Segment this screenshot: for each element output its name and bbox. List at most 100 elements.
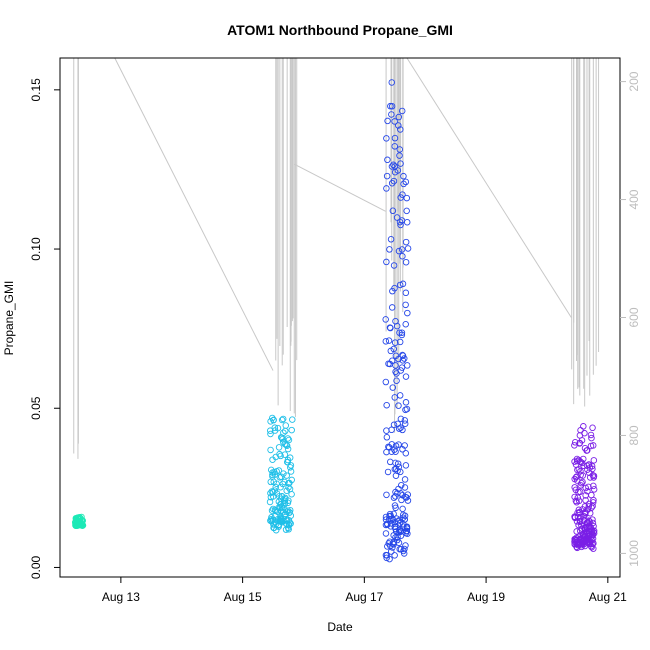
data-point bbox=[399, 280, 407, 288]
data-point bbox=[386, 515, 393, 523]
data-point bbox=[404, 530, 411, 537]
data-point bbox=[277, 452, 284, 460]
data-point bbox=[395, 113, 403, 121]
data-point bbox=[383, 448, 390, 456]
data-point bbox=[586, 464, 594, 471]
data-point bbox=[278, 493, 286, 500]
data-point bbox=[398, 217, 406, 224]
data-point bbox=[270, 416, 277, 424]
data-point bbox=[400, 520, 407, 528]
data-point bbox=[397, 126, 404, 133]
data-point bbox=[397, 481, 405, 489]
data-point bbox=[388, 103, 396, 110]
data-point bbox=[573, 528, 580, 535]
data-point bbox=[271, 487, 278, 494]
data-point bbox=[400, 523, 407, 530]
data-point bbox=[401, 516, 409, 523]
data-point bbox=[392, 493, 399, 500]
data-point bbox=[398, 364, 406, 371]
data-point bbox=[286, 485, 294, 493]
data-point bbox=[401, 420, 409, 428]
data-point bbox=[589, 516, 596, 523]
data-point bbox=[383, 135, 390, 142]
secondary-trace-segment bbox=[406, 57, 572, 318]
data-point bbox=[382, 316, 389, 323]
data-point bbox=[277, 484, 284, 491]
data-point bbox=[394, 167, 402, 174]
data-point bbox=[397, 490, 405, 497]
data-point bbox=[278, 434, 286, 442]
x-axis: Aug 13 Aug 15 Aug 17 Aug 19 Aug 21 bbox=[102, 577, 627, 604]
data-point bbox=[572, 497, 580, 505]
data-point bbox=[404, 362, 411, 369]
data-point bbox=[581, 508, 589, 516]
data-point bbox=[571, 493, 578, 501]
data-point bbox=[396, 218, 404, 226]
data-point bbox=[575, 521, 582, 529]
data-point bbox=[388, 179, 396, 187]
data-point bbox=[574, 513, 582, 521]
data-point bbox=[279, 438, 287, 446]
data-point bbox=[396, 516, 404, 524]
data-point bbox=[588, 504, 595, 511]
data-point bbox=[388, 111, 395, 118]
data-point bbox=[391, 143, 398, 150]
data-point bbox=[275, 444, 283, 451]
data-point bbox=[396, 152, 403, 159]
data-point bbox=[590, 486, 598, 493]
data-point bbox=[390, 510, 397, 518]
data-point bbox=[397, 221, 404, 229]
data-point bbox=[576, 440, 583, 447]
data-point bbox=[585, 483, 592, 491]
data-point bbox=[397, 532, 405, 539]
data-point bbox=[399, 505, 406, 513]
data-point bbox=[398, 246, 406, 253]
data-point bbox=[386, 555, 393, 563]
data-point bbox=[571, 439, 579, 446]
y-right-tick-label: 400 bbox=[627, 189, 641, 209]
data-point bbox=[399, 252, 406, 260]
data-point bbox=[398, 329, 406, 336]
data-point bbox=[75, 521, 82, 529]
data-point bbox=[399, 357, 407, 364]
data-point bbox=[390, 421, 398, 429]
data-point bbox=[397, 194, 404, 201]
data-point bbox=[589, 472, 597, 479]
data-point bbox=[390, 541, 397, 548]
y-right-tick-label: 200 bbox=[627, 71, 641, 91]
data-point bbox=[404, 245, 412, 252]
data-point bbox=[391, 465, 399, 473]
data-point bbox=[581, 510, 589, 518]
data-point bbox=[583, 447, 590, 454]
data-point bbox=[393, 322, 401, 330]
data-point bbox=[269, 456, 276, 463]
data-point bbox=[401, 484, 409, 491]
data-point bbox=[397, 160, 404, 167]
data-point bbox=[283, 487, 290, 494]
data-point bbox=[575, 488, 582, 496]
data-point bbox=[393, 214, 401, 221]
data-point bbox=[392, 352, 400, 360]
data-point bbox=[589, 502, 596, 510]
data-point bbox=[271, 424, 279, 431]
y-axis-right: 200 400 600 800 1000 bbox=[620, 71, 641, 567]
data-point bbox=[396, 281, 404, 289]
data-point bbox=[286, 464, 294, 471]
data-point bbox=[395, 425, 403, 432]
data-point bbox=[576, 517, 584, 525]
data-point bbox=[393, 370, 400, 377]
data-point bbox=[588, 491, 595, 499]
data-point bbox=[397, 424, 404, 431]
data-point bbox=[585, 461, 593, 468]
y-right-tick-label: 600 bbox=[627, 307, 641, 327]
x-tick-label: Aug 21 bbox=[589, 590, 627, 604]
data-point bbox=[393, 377, 400, 385]
data-point bbox=[277, 500, 284, 508]
data-point bbox=[575, 497, 583, 505]
data-point bbox=[389, 287, 396, 295]
data-point bbox=[389, 384, 397, 391]
data-point bbox=[402, 258, 410, 266]
data-point bbox=[382, 378, 390, 386]
data-point bbox=[584, 519, 591, 527]
